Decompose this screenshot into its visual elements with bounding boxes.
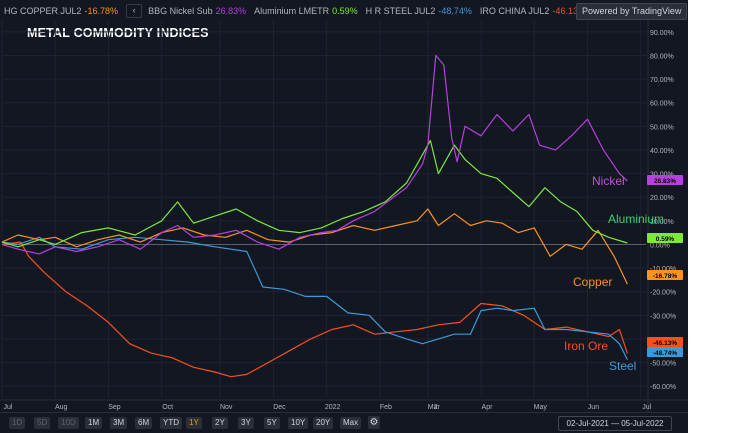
legend-item[interactable]: IRO CHINA JUL2 -46.13% xyxy=(480,6,586,16)
series-line-iron-ore xyxy=(1,241,628,378)
range-button-1y[interactable]: 1Y xyxy=(186,417,202,429)
range-button-1d[interactable]: 1D xyxy=(9,417,26,429)
range-button-5y[interactable]: 5Y xyxy=(264,417,280,429)
last-value-badge xyxy=(647,233,683,243)
chart-canvas[interactable]: 90.00%80.00%70.00%60.00%50.00%40.00%30.0… xyxy=(0,0,688,412)
range-button-10y[interactable]: 10Y xyxy=(288,417,309,429)
x-tick-label: Jun xyxy=(588,404,599,411)
legend-value: -16.78% xyxy=(84,6,119,16)
legend-collapse-button[interactable]: ‹ xyxy=(126,4,143,18)
x-tick-label: Sep xyxy=(108,404,121,411)
x-tick-label: Oct xyxy=(162,404,173,411)
x-tick-label: Dec xyxy=(273,404,286,411)
y-tick-label: 10.00% xyxy=(650,219,674,226)
series-label: Aluminium xyxy=(608,212,664,226)
x-tick-label: Aug xyxy=(55,404,68,411)
legend-value: -46.13% xyxy=(552,6,586,16)
y-tick-label: 20.00% xyxy=(650,195,674,202)
legend-value: -48.74% xyxy=(438,6,472,16)
legend-value: 0.59% xyxy=(332,6,358,16)
legend-symbol: BBG Nickel Sub xyxy=(148,6,213,16)
legend-symbol: HG COPPER JUL2 xyxy=(4,6,82,16)
series-label: Nickel xyxy=(592,174,625,188)
y-tick-label: 80.00% xyxy=(650,53,674,60)
x-tick-label: Feb xyxy=(380,404,392,411)
series-line-copper xyxy=(1,208,628,285)
legend-symbol: IRO CHINA JUL2 xyxy=(479,6,550,16)
series-line-nickel xyxy=(1,54,628,255)
legend-item[interactable]: H R STEEL JUL2 -48.74% xyxy=(366,6,472,16)
chart-frame: HG COPPER JUL2 -16.78% ‹ BBG Nickel Sub 26.8… xyxy=(0,0,688,433)
date-range-button[interactable]: 02-Jul-2021 — 05-Jul-2022 xyxy=(558,416,672,431)
range-button-3y[interactable]: 3Y xyxy=(238,417,254,429)
x-tick-label: Mar xyxy=(428,404,441,411)
y-tick-label: -50.00% xyxy=(650,361,676,368)
last-value-badge xyxy=(647,337,683,347)
last-value-label: 0.59% xyxy=(656,236,675,243)
legend-symbol: H R STEEL JUL2 xyxy=(365,6,436,16)
y-tick-label: 0.00% xyxy=(650,242,670,249)
series-label: Steel xyxy=(609,359,636,373)
y-tick-label: -20.00% xyxy=(650,290,676,297)
range-button-ytd[interactable]: YTD xyxy=(160,417,182,429)
last-value-label: 26.83% xyxy=(654,178,676,185)
y-tick-label: 90.00% xyxy=(650,30,674,37)
series-line-aluminium xyxy=(1,139,628,248)
y-tick-label: 70.00% xyxy=(650,77,674,84)
gear-icon[interactable]: ⚙ xyxy=(368,416,380,429)
y-tick-label: 50.00% xyxy=(650,124,674,131)
y-tick-label: -30.00% xyxy=(650,313,676,320)
range-button-max[interactable]: Max xyxy=(340,417,362,429)
series-line-steel xyxy=(1,236,628,360)
x-tick-label: Nov xyxy=(220,404,233,411)
range-button-2y[interactable]: 2Y xyxy=(212,417,228,429)
series-label: Copper xyxy=(573,275,612,289)
last-value-badge xyxy=(647,175,683,185)
y-tick-label: 60.00% xyxy=(650,101,674,108)
range-button-5d[interactable]: 5D xyxy=(34,417,51,429)
y-tick-label: -60.00% xyxy=(650,384,676,391)
last-value-label: -16.78% xyxy=(653,273,677,280)
y-tick-label: 40.00% xyxy=(650,148,674,155)
time-range-bar: ⚙ 02-Jul-2021 — 05-Jul-2022 1D 5D 10D 1M 3M 6… xyxy=(0,412,688,433)
last-value-badge xyxy=(647,270,683,280)
legend-bar: HG COPPER JUL2 -16.78% ‹ BBG Nickel Sub 26.8… xyxy=(4,4,594,18)
x-tick-label: Jul xyxy=(642,404,651,411)
y-tick-label: -10.00% xyxy=(650,266,676,273)
x-tick-label: May xyxy=(534,404,548,411)
legend-item[interactable]: Aluminium LMETR 0.59% xyxy=(254,6,358,16)
x-tick-label: Jul xyxy=(4,404,13,411)
x-tick-label: 2 xyxy=(434,404,438,411)
range-button-6m[interactable]: 6M xyxy=(135,417,153,429)
x-tick-label: 2022 xyxy=(325,404,341,411)
range-button-1m[interactable]: 1M xyxy=(85,417,103,429)
legend-value: 26.83% xyxy=(215,6,247,16)
last-value-label: -46.13% xyxy=(653,340,677,347)
powered-by-badge[interactable]: Powered by TradingView xyxy=(576,3,688,20)
x-tick-label: Apr xyxy=(482,404,494,411)
legend-item[interactable]: BBG Nickel Sub 26.83% xyxy=(148,6,246,16)
last-value-badge xyxy=(647,347,683,357)
legend-item[interactable]: HG COPPER JUL2 -16.78% xyxy=(4,6,118,16)
last-value-label: -48.74% xyxy=(653,350,677,357)
chart-title: METAL COMMODITY INDICES xyxy=(27,26,209,40)
legend-symbol: Aluminium LMETR xyxy=(254,6,330,16)
range-button-3m[interactable]: 3M xyxy=(110,417,128,429)
series-label: Iron Ore xyxy=(564,339,608,353)
range-button-10d[interactable]: 10D xyxy=(58,417,79,429)
range-button-20y[interactable]: 20Y xyxy=(313,417,334,429)
